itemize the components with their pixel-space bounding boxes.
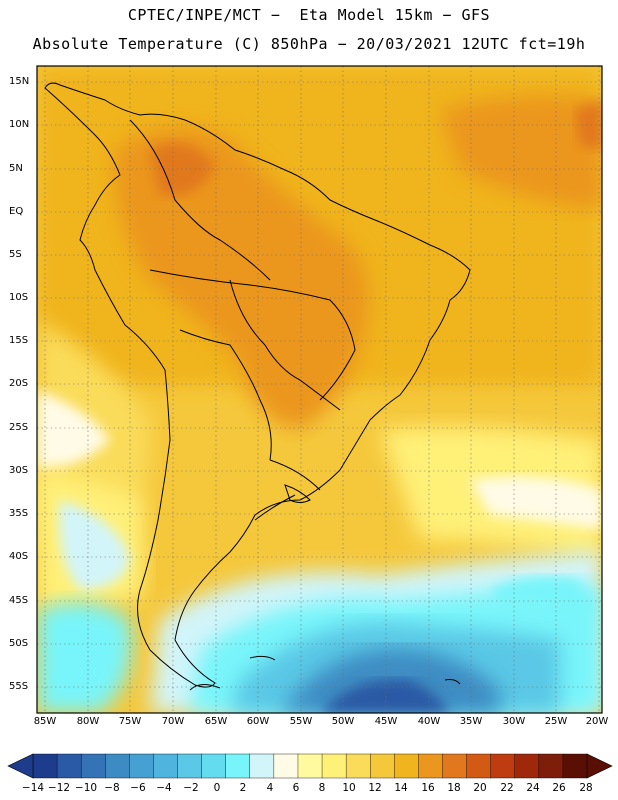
colorbar-tick: 10 <box>342 782 356 794</box>
colorbar-cell <box>490 753 516 779</box>
lat-label: 50S <box>9 638 29 649</box>
lat-label: 5S <box>9 249 22 260</box>
lon-label: 45W <box>374 716 398 727</box>
colorbar-tick: 18 <box>447 782 461 794</box>
colorbar-cell <box>32 753 58 779</box>
colorbar-tick: 0 <box>213 782 221 794</box>
colorbar-tick: −10 <box>74 782 98 794</box>
colorbar-tick: −8 <box>104 782 120 794</box>
lat-label: 55S <box>9 681 29 692</box>
lat-label: 20S <box>9 378 29 389</box>
lon-label: 35W <box>459 716 483 727</box>
colorbar-tick: −4 <box>156 782 172 794</box>
colorbar-tick: 8 <box>318 782 326 794</box>
lon-label: 65W <box>204 716 228 727</box>
temperature-field <box>37 66 602 713</box>
lat-label: 15N <box>9 76 30 87</box>
lat-label: 35S <box>9 508 29 519</box>
colorbar-cell <box>442 753 468 779</box>
colorbar-cell <box>80 753 106 779</box>
lat-label: EQ <box>9 206 24 217</box>
colorbar-tick: 16 <box>421 782 435 794</box>
lon-label: 30W <box>502 716 526 727</box>
colorbar-tick: 26 <box>552 782 566 794</box>
lat-label: 25S <box>9 422 29 433</box>
map-frame <box>36 65 603 714</box>
lon-label: 25W <box>544 716 568 727</box>
colorbar-tick: 14 <box>394 782 408 794</box>
colorbar-tick: −12 <box>47 782 71 794</box>
colorbar-arrow-left <box>7 753 34 779</box>
colorbar-cell <box>418 753 443 779</box>
lat-label: 15S <box>9 335 29 346</box>
lon-label: 60W <box>246 716 270 727</box>
colorbar-tick: 4 <box>266 782 274 794</box>
colorbar-tick: 22 <box>500 782 514 794</box>
lon-label: 70W <box>161 716 185 727</box>
lon-label: 75W <box>118 716 142 727</box>
colorbar-tick: 12 <box>368 782 382 794</box>
colorbar-tick: 2 <box>239 782 247 794</box>
colorbar-cell <box>321 753 347 779</box>
colorbar-cell <box>466 753 492 779</box>
colorbar <box>7 753 613 779</box>
coastline-and-borders <box>44 82 471 691</box>
map-title-line-2: Absolute Temperature (C) 850hPa − 20/03/… <box>32 35 586 53</box>
lon-label: 55W <box>289 716 313 727</box>
colorbar-cell <box>514 753 540 779</box>
colorbar-cell <box>562 753 588 779</box>
colorbar-arrow-right <box>586 753 613 779</box>
lon-label: 40W <box>417 716 441 727</box>
colorbar-tick: 28 <box>579 782 593 794</box>
colorbar-cell <box>129 753 154 779</box>
colorbar-cell <box>105 753 130 779</box>
colorbar-tick: 24 <box>526 782 540 794</box>
lat-label: 40S <box>9 551 29 562</box>
lat-label: 5N <box>9 163 23 174</box>
colorbar-cell <box>394 753 419 779</box>
lon-label: 85W <box>33 716 57 727</box>
lon-label: 20W <box>585 716 609 727</box>
colorbar-cell <box>153 753 179 779</box>
colorbar-tick: −2 <box>183 782 199 794</box>
lon-label: 50W <box>331 716 355 727</box>
colorbar-cell <box>201 753 227 779</box>
colorbar-cell <box>345 753 371 779</box>
lon-label: 80W <box>76 716 100 727</box>
colorbar-cell <box>538 753 564 779</box>
colorbar-cell <box>297 753 323 779</box>
colorbar-cell <box>249 753 275 779</box>
lat-label: 10N <box>9 119 30 130</box>
colorbar-tick: −6 <box>130 782 146 794</box>
map-title-line-1: CPTEC/INPE/MCT − Eta Model 15km − GFS <box>127 6 491 24</box>
colorbar-tick: −14 <box>21 782 45 794</box>
colorbar-cell <box>225 753 251 779</box>
colorbar-tick: 6 <box>292 782 300 794</box>
lat-label: 10S <box>9 292 29 303</box>
colorbar-cell <box>177 753 203 779</box>
colorbar-cell <box>273 753 299 779</box>
colorbar-cell <box>56 753 82 779</box>
colorbar-tick: 20 <box>473 782 487 794</box>
lat-label: 30S <box>9 465 29 476</box>
lat-label: 45S <box>9 595 29 606</box>
colorbar-cell <box>370 753 395 779</box>
